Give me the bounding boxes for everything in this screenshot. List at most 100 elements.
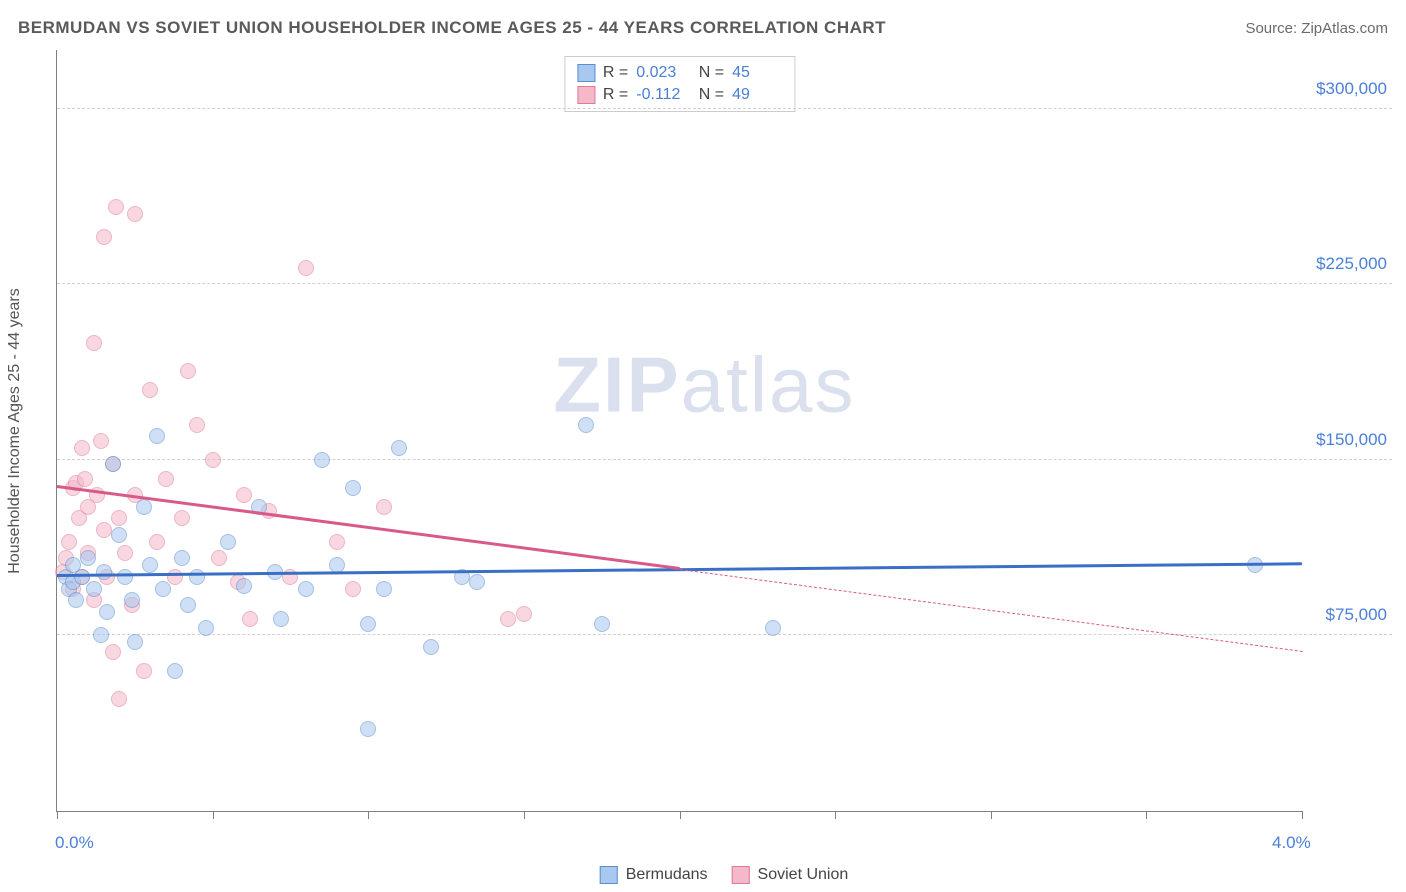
gridline bbox=[57, 283, 1392, 284]
scatter-point bbox=[391, 440, 407, 456]
scatter-point bbox=[127, 206, 143, 222]
chart-title: BERMUDAN VS SOVIET UNION HOUSEHOLDER INC… bbox=[18, 18, 886, 38]
stat-r-label: R = bbox=[603, 64, 628, 82]
scatter-point bbox=[96, 229, 112, 245]
scatter-point bbox=[61, 534, 77, 550]
scatter-point bbox=[376, 581, 392, 597]
chart-container: Householder Income Ages 25 - 44 years ZI… bbox=[56, 50, 1392, 842]
scatter-point bbox=[298, 260, 314, 276]
stats-legend: R =0.023 N =45R =-0.112 N =49 bbox=[564, 56, 795, 112]
gridline bbox=[57, 634, 1392, 635]
scatter-point bbox=[117, 545, 133, 561]
scatter-point bbox=[96, 522, 112, 538]
scatter-point bbox=[594, 616, 610, 632]
scatter-point bbox=[205, 452, 221, 468]
scatter-point bbox=[93, 433, 109, 449]
y-tick-label: $75,000 bbox=[1307, 605, 1387, 625]
scatter-point bbox=[142, 382, 158, 398]
y-tick-label: $150,000 bbox=[1307, 430, 1387, 450]
legend-swatch bbox=[577, 86, 595, 104]
legend-label: Bermudans bbox=[626, 866, 708, 884]
scatter-point bbox=[578, 417, 594, 433]
watermark: ZIPatlas bbox=[553, 339, 855, 430]
x-tick bbox=[1302, 811, 1303, 819]
x-tick bbox=[835, 811, 836, 819]
scatter-point bbox=[180, 363, 196, 379]
scatter-point bbox=[189, 417, 205, 433]
scatter-point bbox=[345, 480, 361, 496]
y-axis-title: Householder Income Ages 25 - 44 years bbox=[6, 288, 24, 574]
scatter-point bbox=[765, 620, 781, 636]
scatter-point bbox=[273, 611, 289, 627]
scatter-point bbox=[345, 581, 361, 597]
source-label: Source: ZipAtlas.com bbox=[1245, 20, 1388, 37]
scatter-point bbox=[99, 604, 115, 620]
scatter-point bbox=[105, 456, 121, 472]
scatter-point bbox=[108, 199, 124, 215]
legend-item: Soviet Union bbox=[732, 866, 849, 884]
scatter-point bbox=[68, 592, 84, 608]
scatter-point bbox=[111, 527, 127, 543]
scatter-point bbox=[142, 557, 158, 573]
scatter-point bbox=[516, 606, 532, 622]
scatter-point bbox=[314, 452, 330, 468]
scatter-point bbox=[360, 721, 376, 737]
scatter-point bbox=[174, 550, 190, 566]
scatter-point bbox=[86, 581, 102, 597]
gridline bbox=[57, 108, 1392, 109]
scatter-point bbox=[236, 578, 252, 594]
scatter-point bbox=[500, 611, 516, 627]
scatter-point bbox=[469, 574, 485, 590]
scatter-point bbox=[329, 534, 345, 550]
x-tick bbox=[524, 811, 525, 819]
scatter-point bbox=[111, 691, 127, 707]
scatter-point bbox=[155, 581, 171, 597]
scatter-point bbox=[117, 569, 133, 585]
scatter-point bbox=[136, 663, 152, 679]
scatter-point bbox=[149, 534, 165, 550]
scatter-point bbox=[158, 471, 174, 487]
scatter-point bbox=[376, 499, 392, 515]
x-tick bbox=[1146, 811, 1147, 819]
scatter-point bbox=[136, 499, 152, 515]
scatter-point bbox=[211, 550, 227, 566]
trend-line-extrapolated bbox=[679, 569, 1302, 652]
scatter-point bbox=[423, 639, 439, 655]
stat-n-value: 49 bbox=[732, 86, 782, 104]
legend-item: Bermudans bbox=[600, 866, 708, 884]
scatter-point bbox=[180, 597, 196, 613]
legend-swatch bbox=[600, 866, 618, 884]
scatter-point bbox=[111, 510, 127, 526]
x-tick bbox=[213, 811, 214, 819]
scatter-point bbox=[167, 663, 183, 679]
scatter-point bbox=[80, 550, 96, 566]
scatter-point bbox=[105, 644, 121, 660]
x-tick-label: 4.0% bbox=[1272, 833, 1311, 853]
scatter-point bbox=[96, 564, 112, 580]
scatter-point bbox=[189, 569, 205, 585]
scatter-point bbox=[242, 611, 258, 627]
stat-n-label: N = bbox=[694, 86, 724, 104]
legend-label: Soviet Union bbox=[758, 866, 849, 884]
x-tick-label: 0.0% bbox=[55, 833, 94, 853]
scatter-point bbox=[124, 592, 140, 608]
gridline bbox=[57, 459, 1392, 460]
scatter-point bbox=[127, 634, 143, 650]
legend-swatch bbox=[577, 64, 595, 82]
x-tick bbox=[991, 811, 992, 819]
scatter-point bbox=[149, 428, 165, 444]
stat-r-label: R = bbox=[603, 86, 628, 104]
stat-n-value: 45 bbox=[732, 64, 782, 82]
scatter-point bbox=[236, 487, 252, 503]
series-legend: Bermudans Soviet Union bbox=[600, 866, 849, 884]
scatter-point bbox=[298, 581, 314, 597]
scatter-point bbox=[93, 627, 109, 643]
scatter-point bbox=[77, 471, 93, 487]
stat-n-label: N = bbox=[694, 64, 724, 82]
scatter-point bbox=[174, 510, 190, 526]
plot-area: Householder Income Ages 25 - 44 years ZI… bbox=[56, 50, 1302, 812]
scatter-point bbox=[86, 335, 102, 351]
stat-r-value: 0.023 bbox=[636, 64, 686, 82]
x-tick bbox=[57, 811, 58, 819]
scatter-point bbox=[220, 534, 236, 550]
